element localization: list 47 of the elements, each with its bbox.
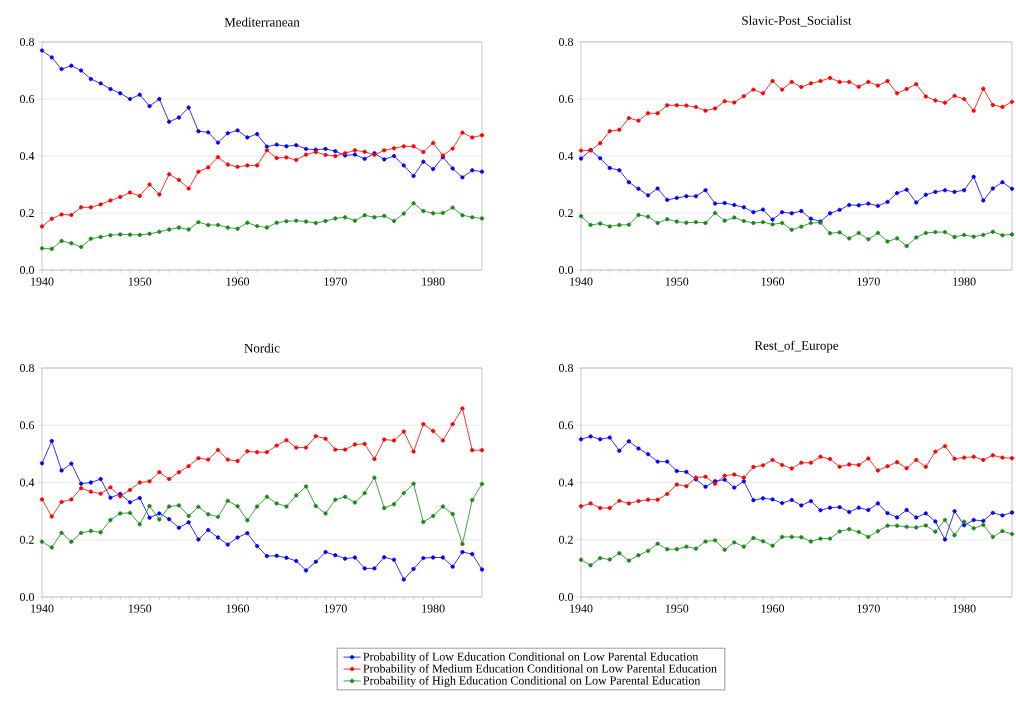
y-tick-label: 0.6 (19, 94, 35, 104)
y-tick-label: 0.8 (19, 363, 35, 373)
x-tick-label: 1980 (422, 277, 445, 286)
y-tick-label: 0.8 (19, 37, 35, 47)
y-tick-label: 0.4 (19, 151, 35, 161)
y-tick-label: 0.0 (19, 592, 35, 602)
y-tick-label: 0.8 (559, 363, 574, 373)
y-tick-label: 0.2 (559, 208, 573, 218)
x-tick-label: 1980 (953, 604, 976, 613)
x-tick-label: 1950 (665, 604, 689, 613)
y-tick-label: 0.4 (19, 478, 35, 487)
x-tick-label: 1950 (128, 604, 152, 613)
x-tick-label: 1940 (31, 277, 54, 286)
x-tick-label: 1980 (953, 277, 976, 286)
legend-label: Probability of High Education Conditional on Low Parental Education (363, 675, 701, 687)
x-tick-label: 1960 (226, 277, 250, 286)
x-tick-label: 1940 (570, 604, 593, 613)
y-tick-label: 0.2 (559, 535, 573, 544)
y-tick-label: 0.6 (559, 421, 574, 430)
y-tick-label: 0.0 (559, 265, 574, 275)
x-tick-label: 1980 (422, 604, 445, 613)
x-tick-label: 1960 (226, 604, 250, 613)
y-tick-label: 0.2 (19, 535, 34, 544)
y-tick-label: 0.4 (559, 151, 574, 161)
y-tick-label: 0.8 (559, 37, 574, 47)
x-tick-label: 1950 (665, 277, 689, 286)
x-tick-label: 1960 (761, 604, 785, 613)
y-tick-label: 0.6 (559, 94, 574, 104)
legend-label: Probability of Low Education Conditional on Low Parental Education (363, 652, 699, 664)
legend-label: Probability of Medium Education Conditional on Low Parental Education (363, 664, 717, 676)
chart-title: Slavic-Post_Socialist (742, 15, 852, 27)
chart-title: Nordic (244, 343, 280, 353)
y-tick-label: 0.2 (19, 208, 34, 218)
x-tick-label: 1970 (857, 604, 880, 613)
chart-title: Mediterranean (224, 17, 300, 27)
y-tick-label: 0.6 (19, 421, 35, 430)
y-tick-label: 0.0 (559, 592, 574, 602)
y-tick-label: 0.4 (559, 478, 574, 487)
y-tick-label: 0.0 (19, 265, 35, 275)
x-tick-label: 1970 (324, 604, 347, 613)
chart-title: Rest_of_Europe (754, 340, 839, 353)
x-tick-label: 1950 (128, 277, 152, 286)
x-tick-label: 1940 (31, 604, 54, 613)
x-tick-label: 1970 (324, 277, 347, 286)
x-tick-label: 1960 (761, 277, 785, 286)
x-tick-label: 1940 (570, 277, 593, 286)
x-tick-label: 1970 (857, 277, 880, 286)
